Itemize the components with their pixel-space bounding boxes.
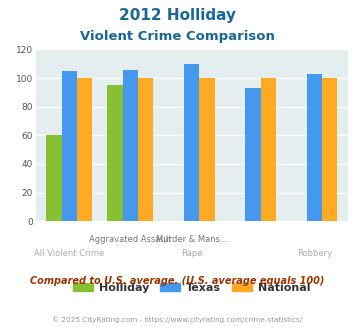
Text: Robbery: Robbery: [297, 249, 332, 258]
Text: Violent Crime Comparison: Violent Crime Comparison: [80, 30, 275, 43]
Text: 2012 Holliday: 2012 Holliday: [119, 8, 236, 23]
Text: Compared to U.S. average. (U.S. average equals 100): Compared to U.S. average. (U.S. average …: [30, 276, 325, 285]
Bar: [61, 71, 77, 221]
Text: Murder & Mans...: Murder & Mans...: [156, 235, 228, 244]
Text: Aggravated Assault: Aggravated Assault: [89, 235, 171, 244]
Bar: [138, 78, 153, 221]
Bar: [108, 85, 123, 221]
Bar: [200, 78, 215, 221]
Bar: [77, 78, 92, 221]
Bar: [307, 74, 322, 221]
Bar: [123, 70, 138, 221]
Text: All Violent Crime: All Violent Crime: [34, 249, 104, 258]
Bar: [245, 88, 261, 221]
Bar: [46, 135, 61, 221]
Legend: Holliday, Texas, National: Holliday, Texas, National: [69, 278, 315, 297]
Bar: [184, 64, 200, 221]
Bar: [261, 78, 276, 221]
Text: © 2025 CityRating.com - https://www.cityrating.com/crime-statistics/: © 2025 CityRating.com - https://www.city…: [53, 317, 302, 323]
Bar: [322, 78, 337, 221]
Text: Rape: Rape: [181, 249, 202, 258]
